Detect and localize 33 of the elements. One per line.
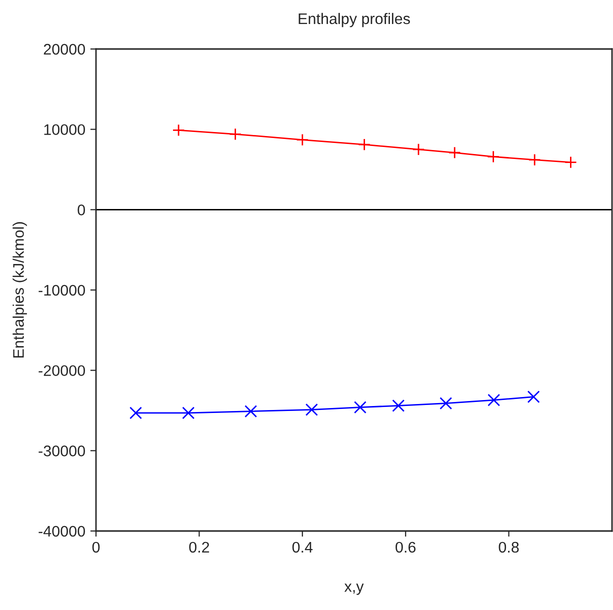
- point: [440, 397, 452, 410]
- y-tick-label: -40000: [38, 526, 85, 537]
- point: [182, 406, 195, 420]
- x-tick-label: 0.4: [292, 542, 313, 553]
- x-axis-title: x,y: [344, 584, 364, 595]
- point: [487, 150, 500, 163]
- x-tick-label: 0.6: [396, 542, 416, 553]
- point: [528, 154, 541, 166]
- y-axis-title: Enthalpies (kJ/kmol): [12, 222, 27, 358]
- point: [358, 138, 371, 151]
- y-tick-label: -30000: [38, 446, 85, 456]
- x-tick-label: 0.8: [498, 542, 519, 553]
- y-tick-label: -10000: [38, 284, 85, 296]
- point: [305, 403, 318, 416]
- point: [527, 390, 540, 404]
- point: [229, 128, 242, 140]
- point: [296, 134, 309, 146]
- point: [129, 406, 142, 420]
- point: [564, 156, 577, 169]
- point: [244, 405, 258, 418]
- y-tick-label: 20000: [44, 44, 85, 55]
- point: [488, 394, 500, 406]
- point: [448, 146, 461, 159]
- y-tick-label: 0: [78, 204, 85, 216]
- point: [392, 399, 405, 412]
- x-tick-label: 0.2: [189, 542, 210, 553]
- x-tick-label: 0: [92, 542, 100, 553]
- point: [354, 401, 366, 414]
- point: [172, 124, 185, 136]
- point: [412, 143, 425, 156]
- y-tick-label: -20000: [38, 365, 85, 376]
- chart-title: Enthalpy profiles: [298, 12, 410, 28]
- y-tick-label: 10000: [44, 124, 85, 136]
